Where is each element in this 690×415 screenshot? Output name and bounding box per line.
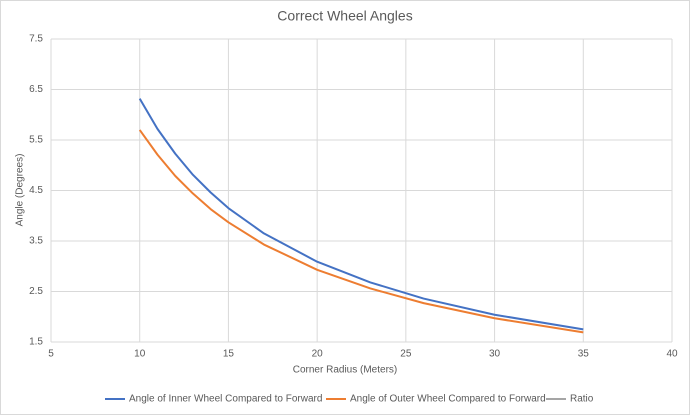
y-tick-label: 5.5 <box>29 135 43 146</box>
series-line <box>138 129 584 334</box>
x-tick-label: 20 <box>312 349 324 360</box>
y-tick-label: 7.5 <box>29 34 43 45</box>
y-tick-label: 1.5 <box>29 337 43 348</box>
legend-label: Ratio <box>570 394 594 405</box>
y-axis-title: Angle (Degrees) <box>15 154 26 227</box>
x-tick-label: 40 <box>666 349 678 360</box>
y-tick-label: 4.5 <box>29 185 43 196</box>
x-axis-title: Corner Radius (Meters) <box>293 365 397 376</box>
y-tick-label: 2.5 <box>29 286 43 297</box>
y-tick-label: 6.5 <box>29 84 43 95</box>
legend-label: Angle of Inner Wheel Compared to Forward <box>129 394 322 405</box>
x-tick-label: 25 <box>400 349 412 360</box>
x-tick-label: 15 <box>223 349 235 360</box>
legend-label: Angle of Outer Wheel Compared to Forward <box>350 394 546 405</box>
series-line <box>138 98 584 331</box>
chart-title: Correct Wheel Angles <box>277 8 412 24</box>
x-tick-label: 5 <box>48 349 54 360</box>
x-tick-label: 30 <box>489 349 501 360</box>
x-tick-label: 10 <box>134 349 146 360</box>
x-tick-label: 35 <box>578 349 590 360</box>
y-tick-label: 3.5 <box>29 236 43 247</box>
